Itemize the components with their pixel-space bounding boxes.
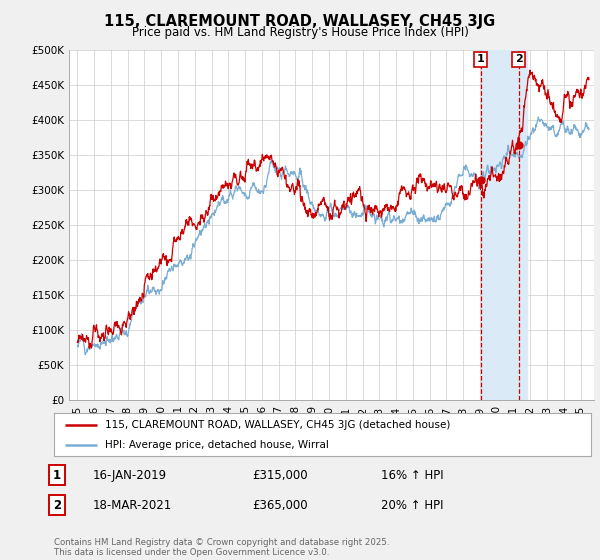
Text: 115, CLAREMOUNT ROAD, WALLASEY, CH45 3JG (detached house): 115, CLAREMOUNT ROAD, WALLASEY, CH45 3JG…	[105, 420, 451, 430]
Text: 1: 1	[53, 469, 61, 482]
Text: 16-JAN-2019: 16-JAN-2019	[93, 469, 167, 482]
Text: HPI: Average price, detached house, Wirral: HPI: Average price, detached house, Wirr…	[105, 441, 329, 450]
Text: Price paid vs. HM Land Registry's House Price Index (HPI): Price paid vs. HM Land Registry's House …	[131, 26, 469, 39]
Text: £315,000: £315,000	[252, 469, 308, 482]
Text: £365,000: £365,000	[252, 498, 308, 512]
Text: 20% ↑ HPI: 20% ↑ HPI	[381, 498, 443, 512]
Text: 2: 2	[53, 498, 61, 512]
Bar	[481, 50, 527, 400]
Text: 115, CLAREMOUNT ROAD, WALLASEY, CH45 3JG: 115, CLAREMOUNT ROAD, WALLASEY, CH45 3JG	[104, 14, 496, 29]
Text: 1: 1	[477, 54, 485, 64]
Text: 2: 2	[515, 54, 523, 64]
Text: Contains HM Land Registry data © Crown copyright and database right 2025.
This d: Contains HM Land Registry data © Crown c…	[54, 538, 389, 557]
Text: 18-MAR-2021: 18-MAR-2021	[93, 498, 172, 512]
Text: 16% ↑ HPI: 16% ↑ HPI	[381, 469, 443, 482]
